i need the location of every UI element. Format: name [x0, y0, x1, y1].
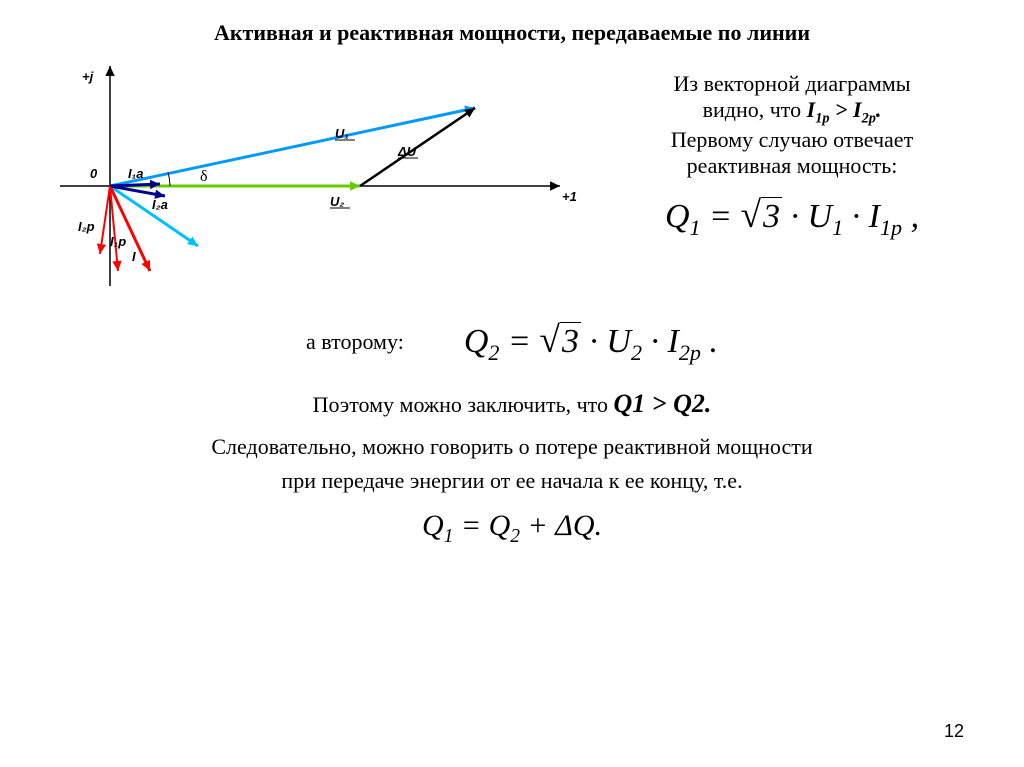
svg-text:I: I	[132, 249, 136, 264]
concl-pre: Поэтому можно заключить, что	[313, 392, 614, 417]
side-line-1: Из векторной диаграммы	[600, 71, 984, 97]
formula-q3: Q1 = Q2 + ΔQ.	[40, 509, 984, 548]
page-number: 12	[944, 721, 964, 742]
svg-text:I₁p: I₁p	[110, 234, 126, 249]
svg-text:+1: +1	[562, 189, 577, 204]
formula-q1: Q1 = 3 · U1 · I1p ,	[600, 194, 984, 241]
second-formula-row: а второму: Q2 = 3 · U2 · I2p .	[40, 311, 984, 374]
relation-q: Q1 > Q2.	[614, 389, 712, 418]
svg-text:U₂: U₂	[330, 194, 344, 209]
side-line-2-pre: видно, что	[703, 97, 807, 122]
formula-q2: Q2 = 3 · U2 · I2p .	[464, 319, 718, 366]
svg-text:0: 0	[90, 166, 98, 181]
svg-text:I₂p: I₂p	[78, 219, 95, 234]
final-line-1: Следовательно, можно говорить о потере р…	[40, 434, 984, 460]
vector-diagram: +1 +j 0 U₂ U₁ ΔU I₁a I₂a I₁p I₂p Iδ	[40, 56, 580, 301]
svg-text:I₂a: I₂a	[152, 197, 168, 212]
svg-text:+j: +j	[82, 69, 94, 84]
svg-text:I₁a: I₁a	[128, 166, 143, 181]
top-section: +1 +j 0 U₂ U₁ ΔU I₁a I₂a I₁p I₂p Iδ Из векторной д…	[40, 56, 984, 301]
side-line-2: видно, что I1p > I2p.	[600, 97, 984, 127]
final-line-2: при передаче энергии от ее начала к ее к…	[40, 468, 984, 494]
svg-text:δ: δ	[200, 168, 208, 185]
side-explanation: Из векторной диаграммы видно, что I1p > …	[600, 56, 984, 249]
svg-text:U₁: U₁	[335, 126, 349, 141]
page-title: Активная и реактивная мощности, передава…	[40, 20, 984, 46]
side-line-4: реактивная мощность:	[600, 153, 984, 179]
label-second: а второму:	[306, 329, 404, 355]
svg-text:ΔU: ΔU	[397, 144, 417, 159]
side-line-3: Первому случаю отвечает	[600, 127, 984, 153]
conclusion-line: Поэтому можно заключить, что Q1 > Q2.	[40, 389, 984, 419]
relation-i: I1p > I2p.	[807, 97, 882, 122]
